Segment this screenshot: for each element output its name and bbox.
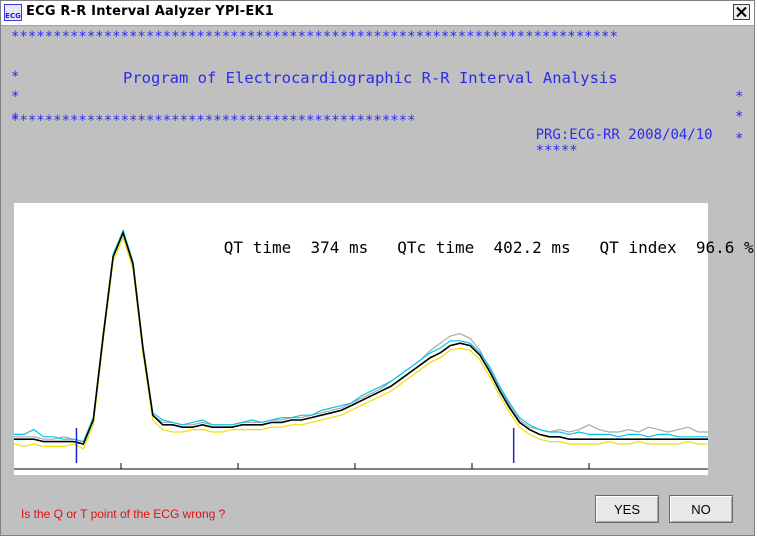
qt-index-value: 96.6 — [695, 238, 735, 257]
program-id-date: PRG:ECG-RR 2008/04/10 — [535, 127, 713, 143]
program-version-info: PRG:ECG-RR 2008/04/10 ***** — [485, 111, 713, 175]
qt-readout: QT time 374 ms QTc time 402.2 ms QT inde… — [166, 219, 754, 276]
close-icon — [736, 7, 747, 17]
no-button[interactable]: NO — [669, 495, 733, 523]
banner-star-left: * — [11, 89, 20, 105]
window-title: ECG R-R Interval Aalyzer YPI-EK1 — [26, 4, 274, 19]
qt-index-unit: % — [744, 238, 754, 257]
banner-side-stars-row: * * — [11, 47, 751, 105]
qt-index-label: QT index — [599, 238, 677, 257]
qtc-time-unit: ms — [551, 238, 571, 257]
program-heading: Program of Electrocardiographic R-R Inte… — [123, 69, 618, 87]
banner-star-right: * — [735, 109, 744, 125]
banner-top-stars: ****************************************… — [11, 29, 618, 45]
ecg-app-icon[interactable]: ECG — [4, 4, 22, 21]
qt-time-value: 374 — [310, 238, 340, 257]
qtc-time-value: 402.2 — [493, 238, 542, 257]
qt-time-label: QT time — [223, 238, 292, 257]
banner-star-left: * — [11, 69, 20, 85]
ecg-trace-3 — [14, 230, 708, 445]
program-banner: ****************************************… — [11, 27, 751, 159]
banner-side-stars-row: * * — [11, 89, 751, 147]
banner-star-right: * — [735, 131, 744, 147]
banner-star-left: * — [11, 111, 20, 127]
banner-bottom-stars-left: ****************************************… — [11, 113, 416, 129]
banner-side-stars-row: * * — [11, 67, 751, 125]
banner-bottom-stars-right: ***** — [535, 143, 578, 159]
close-button[interactable] — [733, 4, 750, 20]
qtc-time-label: QTc time — [397, 238, 475, 257]
confirmation-prompt: Is the Q or T point of the ECG wrong ? — [21, 507, 226, 521]
yes-button[interactable]: YES — [595, 495, 659, 523]
qt-time-unit: ms — [349, 238, 369, 257]
ecg-trace-1 — [14, 235, 708, 450]
ecg-waveform-plot: QT time 374 ms QTc time 402.2 ms QT inde… — [14, 203, 754, 475]
ecg-waveform-chart — [14, 228, 708, 470]
banner-star-right: * — [735, 89, 744, 105]
title-bar[interactable]: ECG ECG R-R Interval Aalyzer YPI-EK1 — [1, 1, 754, 26]
